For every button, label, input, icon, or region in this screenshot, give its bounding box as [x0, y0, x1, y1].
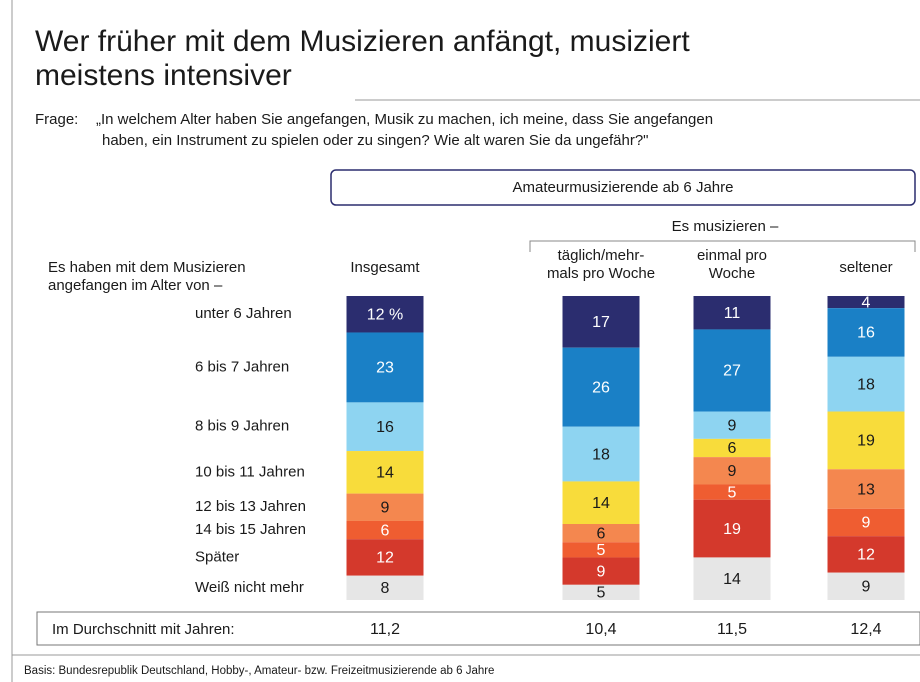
source: Basis: Bundesrepublik Deutschland, Hobby…: [24, 665, 494, 677]
bar-segment: [827, 296, 905, 309]
data-label: 6: [381, 522, 390, 539]
column-header: Insgesamt: [350, 259, 420, 276]
data-label: 23: [376, 360, 394, 377]
bar-segment: [827, 536, 905, 573]
bar-segment: [562, 542, 640, 558]
column-header: einmal pro: [697, 247, 767, 264]
data-label: 12 %: [367, 306, 403, 323]
question: „In welchem Alter haben Sie angefangen, …: [96, 111, 713, 128]
data-label: 14: [592, 495, 610, 512]
column-header: täglich/mehr-: [558, 247, 645, 264]
data-label: 5: [597, 542, 606, 559]
bar-segment: [693, 411, 771, 439]
data-label: 13: [857, 481, 875, 498]
row-header: angefangen im Alter von –: [48, 277, 223, 294]
data-label: 19: [857, 433, 875, 450]
data-label: 6: [597, 525, 606, 542]
bar-segment: [827, 308, 905, 357]
data-label: 9: [862, 515, 871, 532]
data-label: 26: [592, 379, 610, 396]
legend-label: 14 bis 15 Jahren: [195, 521, 306, 538]
question-label: Frage:: [35, 111, 78, 128]
average-row: [36, 611, 920, 646]
data-label: 18: [857, 376, 875, 393]
group-header: Amateurmusizierende ab 6 Jahre: [513, 179, 734, 196]
legend-label: 12 bis 13 Jahren: [195, 498, 306, 515]
bar-segment: [346, 451, 424, 494]
data-label: 5: [728, 484, 737, 501]
bar-segment: [562, 557, 640, 585]
data-label: 6: [728, 440, 737, 457]
data-label: 18: [592, 446, 610, 463]
bar-segment: [562, 524, 640, 543]
question: haben, ein Instrument zu spielen oder zu…: [102, 132, 649, 149]
average-value: 12,4: [850, 621, 881, 638]
bar-segment: [346, 296, 424, 333]
bar-segment: [693, 296, 771, 330]
bar-segment: [827, 411, 905, 470]
data-label: 9: [597, 563, 606, 580]
data-label: 17: [592, 314, 610, 331]
bar-segment: [346, 539, 424, 576]
legend-label: Später: [195, 548, 239, 565]
data-label: 4: [862, 294, 871, 311]
data-label: 12: [376, 550, 394, 567]
chart-title: meistens intensiver: [35, 59, 292, 92]
group-box: [330, 169, 916, 206]
legend-label: unter 6 Jahren: [195, 305, 292, 322]
bar-segment: [562, 426, 640, 482]
data-label: 14: [723, 571, 741, 588]
column-header: Woche: [709, 265, 755, 282]
bar-segment: [346, 332, 424, 403]
column-header: mals pro Woche: [547, 265, 655, 282]
data-label: 9: [862, 579, 871, 596]
average-value: 11,2: [370, 621, 400, 638]
bar-segment: [827, 508, 905, 537]
average-value: 11,5: [717, 621, 747, 638]
bar-segment: [827, 469, 905, 509]
legend-label: Weiß nicht mehr: [195, 579, 304, 596]
data-label: 9: [728, 463, 737, 480]
data-label: 5: [597, 585, 606, 602]
data-label: 11: [724, 305, 741, 322]
column-header: seltener: [839, 259, 892, 276]
bar-segment: [693, 484, 771, 500]
bar-segment: [346, 402, 424, 452]
bar-segment: [562, 347, 640, 427]
data-label: 9: [728, 417, 737, 434]
bar-segment: [693, 557, 771, 600]
data-label: 27: [723, 363, 741, 380]
bar-segment: [693, 457, 771, 485]
bar-segment: [346, 520, 424, 540]
bar-segment: [346, 575, 424, 600]
bar-segment: [693, 438, 771, 458]
legend-label: 6 bis 7 Jahren: [195, 358, 289, 375]
bar-segment: [693, 329, 771, 412]
bar-segment: [693, 499, 771, 558]
average-value: 10,4: [585, 621, 616, 638]
bar-segment: [562, 296, 640, 348]
subgroup-header: Es musizieren –: [672, 218, 779, 235]
data-label: 12: [857, 547, 875, 564]
data-label: 16: [376, 419, 394, 436]
data-label: 19: [723, 521, 741, 538]
data-label: 8: [381, 580, 390, 597]
bar-segment: [827, 356, 905, 412]
legend-label: 10 bis 11 Jahren: [195, 463, 305, 480]
bar-segment: [562, 481, 640, 524]
legend-label: 8 bis 9 Jahren: [195, 418, 289, 435]
average-label: Im Durchschnitt mit Jahren:: [52, 621, 235, 638]
data-label: 14: [376, 465, 394, 482]
bar-segment: [827, 572, 905, 600]
bracket: [529, 240, 916, 252]
data-label: 9: [381, 499, 390, 516]
bar-segment: [562, 584, 640, 600]
bar-segment: [346, 493, 424, 521]
chart-title: Wer früher mit dem Musizieren anfängt, m…: [35, 25, 690, 58]
data-label: 16: [857, 325, 875, 342]
row-header: Es haben mit dem Musizieren: [48, 259, 246, 276]
